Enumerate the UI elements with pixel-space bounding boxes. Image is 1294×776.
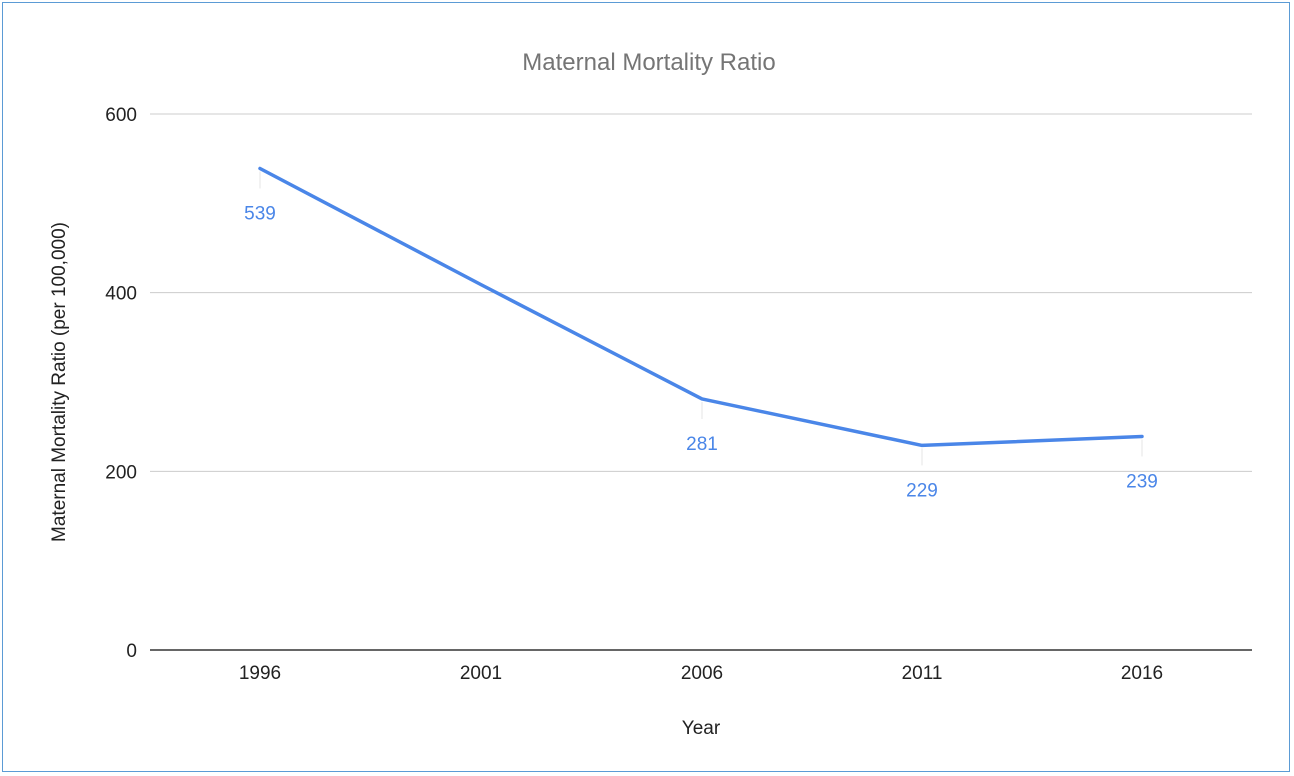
data-label: 281 — [686, 434, 718, 455]
y-tick-label: 200 — [105, 462, 137, 483]
series-line — [258, 166, 1144, 448]
x-tick-label: 2011 — [902, 663, 943, 684]
y-tick-label: 400 — [105, 284, 137, 305]
x-tick-label: 2006 — [681, 663, 723, 684]
x-tick-labels: 1996 2001 2006 2011 2016 — [239, 663, 1163, 684]
x-tick-label: 2001 — [460, 663, 502, 684]
y-tick-label: 600 — [105, 105, 137, 126]
x-tick-label: 2016 — [1121, 663, 1163, 684]
data-labels: 539 281 229 239 — [244, 171, 1158, 501]
series-group — [258, 166, 1144, 448]
data-label: 229 — [906, 480, 938, 501]
y-axis-title: Maternal Mortality Ratio (per 100,000) — [49, 222, 70, 542]
x-axis-title: Year — [682, 718, 721, 739]
gridlines — [150, 113, 1252, 651]
x-tick-label: 1996 — [239, 663, 281, 684]
data-label: 239 — [1126, 471, 1158, 492]
y-tick-label: 0 — [126, 641, 137, 662]
y-tick-labels: 0 200 400 600 — [105, 105, 137, 662]
data-label: 539 — [244, 203, 276, 224]
chart-title: Maternal Mortality Ratio — [522, 49, 775, 76]
